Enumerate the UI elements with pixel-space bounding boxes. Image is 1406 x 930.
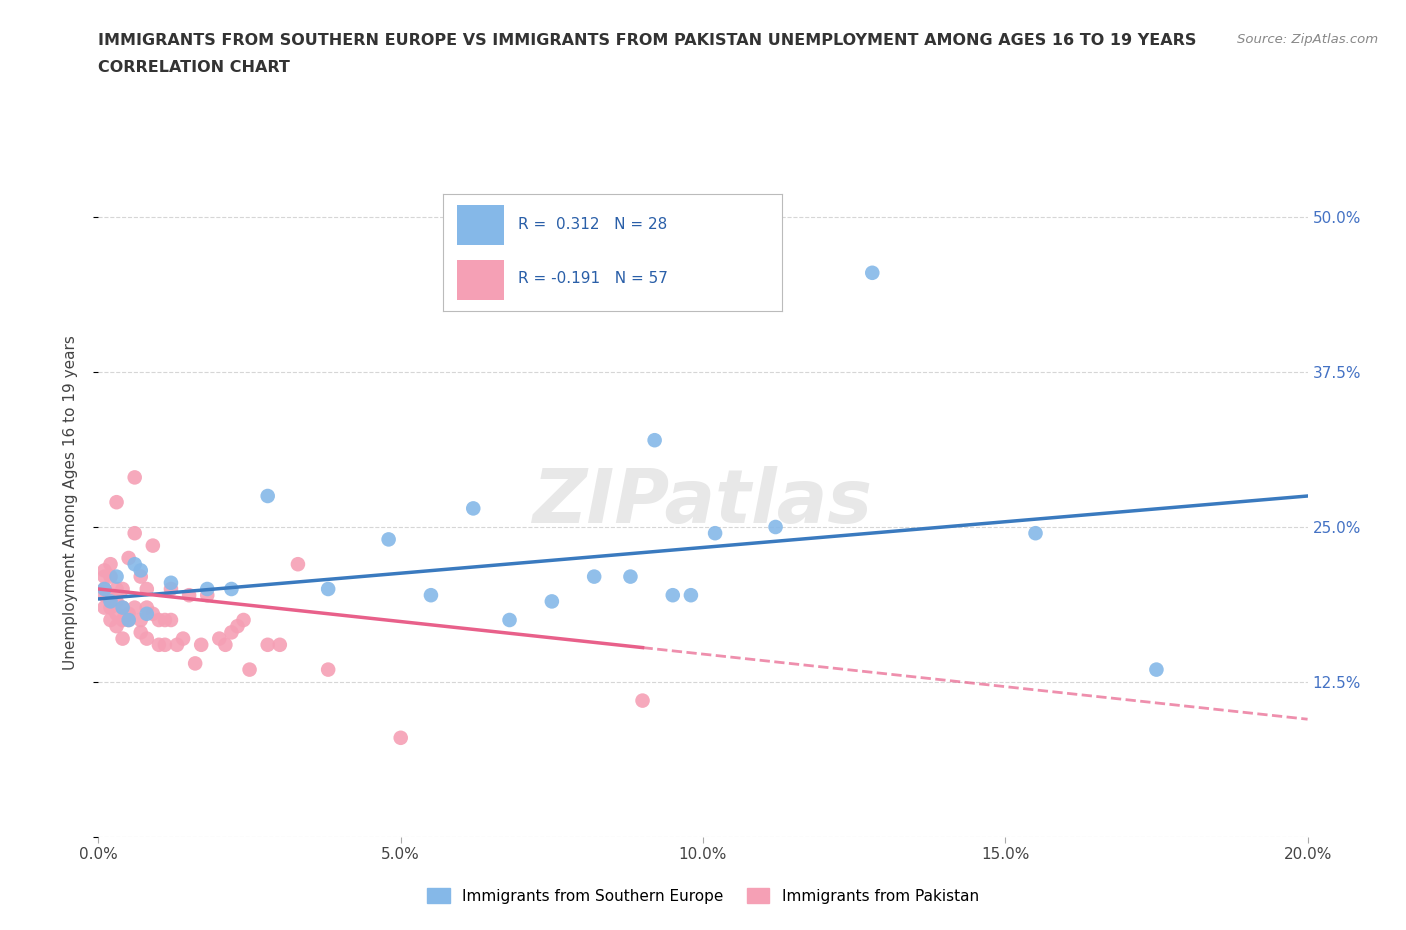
Point — [93, 588, 115, 603]
Legend: Immigrants from Southern Europe, Immigrants from Pakistan: Immigrants from Southern Europe, Immigra… — [420, 882, 986, 910]
Point — [100, 557, 122, 572]
Point — [316, 662, 339, 677]
Point — [160, 576, 183, 591]
Point — [214, 637, 236, 652]
Point — [135, 600, 157, 615]
Point — [679, 588, 702, 603]
Point — [172, 631, 194, 646]
Point — [377, 532, 399, 547]
Point — [208, 631, 231, 646]
Point — [463, 501, 485, 516]
Point — [93, 581, 115, 596]
Point — [256, 488, 278, 503]
Point — [190, 637, 212, 652]
Point — [153, 637, 176, 652]
Point — [184, 656, 207, 671]
Point — [129, 613, 152, 628]
Point — [195, 588, 218, 603]
Point — [93, 600, 115, 615]
Point — [221, 581, 243, 596]
Point — [166, 637, 188, 652]
Point — [129, 563, 152, 578]
Point — [142, 606, 165, 621]
Point — [100, 600, 122, 615]
Point — [142, 538, 165, 553]
Point — [105, 581, 128, 596]
Point — [619, 569, 641, 584]
Point — [1144, 662, 1167, 677]
Point — [118, 606, 141, 621]
Point — [583, 569, 606, 584]
Point — [498, 613, 520, 628]
Point — [124, 600, 146, 615]
Point — [221, 625, 243, 640]
Point — [105, 594, 128, 609]
Point — [256, 637, 278, 652]
Point — [105, 606, 128, 621]
Point — [111, 631, 134, 646]
Point — [148, 637, 170, 652]
Point — [765, 520, 787, 535]
Point — [153, 613, 176, 628]
Point — [129, 625, 152, 640]
Point — [111, 613, 134, 628]
Point — [105, 495, 128, 510]
Point — [124, 470, 146, 485]
Point — [93, 581, 115, 596]
Point — [160, 613, 183, 628]
Point — [389, 730, 412, 745]
Text: Source: ZipAtlas.com: Source: ZipAtlas.com — [1237, 33, 1378, 46]
Point — [662, 588, 685, 603]
Point — [269, 637, 291, 652]
Text: IMMIGRANTS FROM SOUTHERN EUROPE VS IMMIGRANTS FROM PAKISTAN UNEMPLOYMENT AMONG A: IMMIGRANTS FROM SOUTHERN EUROPE VS IMMIG… — [98, 33, 1197, 47]
Point — [860, 265, 883, 280]
Point — [160, 581, 183, 596]
Point — [118, 551, 141, 565]
Point — [129, 569, 152, 584]
Point — [100, 613, 122, 628]
Point — [124, 557, 146, 572]
Point — [704, 525, 727, 540]
Point — [111, 600, 134, 615]
Point — [644, 432, 666, 447]
Point — [540, 594, 562, 609]
Text: CORRELATION CHART: CORRELATION CHART — [98, 60, 290, 75]
Point — [226, 618, 249, 633]
Point — [135, 631, 157, 646]
Point — [316, 581, 339, 596]
Point — [631, 693, 654, 708]
Text: ZIPatlas: ZIPatlas — [533, 466, 873, 538]
Point — [111, 600, 134, 615]
Point — [148, 613, 170, 628]
Point — [105, 569, 128, 584]
Point — [135, 581, 157, 596]
Point — [100, 569, 122, 584]
Point — [118, 613, 141, 628]
Point — [111, 581, 134, 596]
Point — [100, 594, 122, 609]
Point — [232, 613, 254, 628]
Point — [179, 588, 201, 603]
Point — [105, 588, 128, 603]
Point — [118, 613, 141, 628]
Point — [135, 606, 157, 621]
Point — [93, 563, 115, 578]
Point — [420, 588, 443, 603]
Point — [195, 581, 218, 596]
Point — [124, 525, 146, 540]
Y-axis label: Unemployment Among Ages 16 to 19 years: Unemployment Among Ages 16 to 19 years — [63, 335, 77, 670]
Point — [1024, 525, 1046, 540]
Point — [239, 662, 262, 677]
Point — [105, 618, 128, 633]
Point — [287, 557, 309, 572]
Point — [93, 569, 115, 584]
